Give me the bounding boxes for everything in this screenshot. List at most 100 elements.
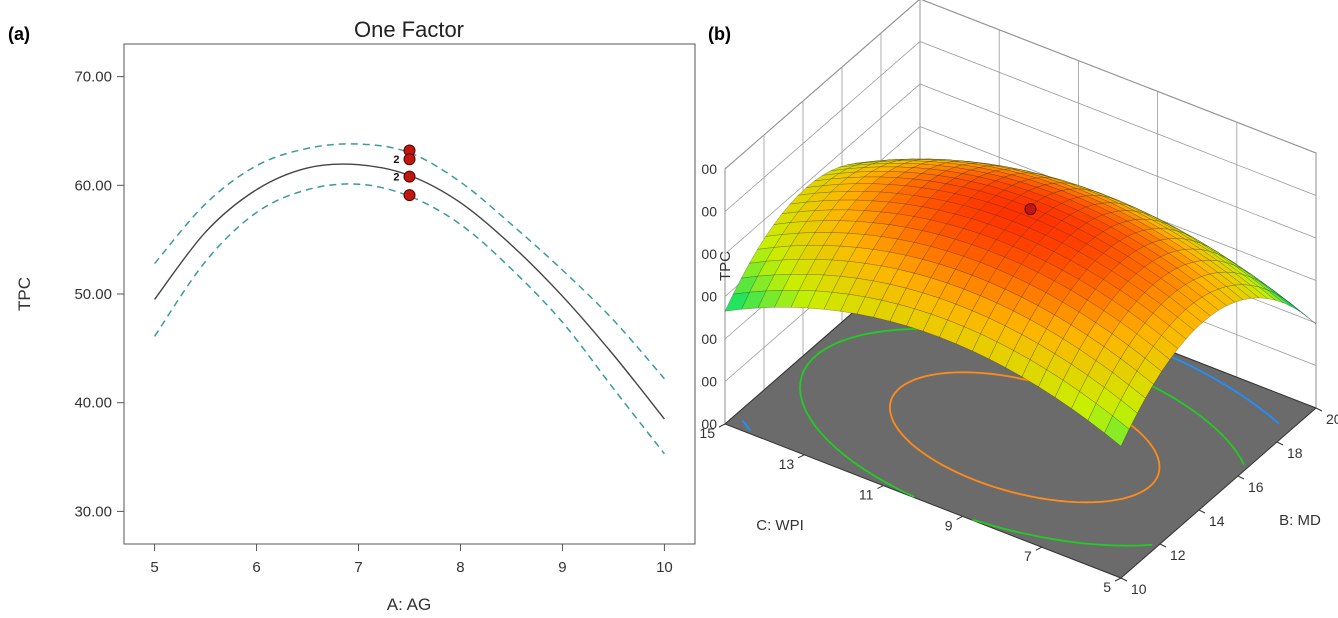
- surface-patch: [1054, 301, 1080, 326]
- x-tick-label: 20: [1326, 411, 1338, 427]
- surface-patch: [1128, 370, 1154, 399]
- z-tick-label: 10.00: [700, 416, 717, 432]
- surface-patch: [978, 173, 1005, 182]
- surface-patch: [1071, 391, 1097, 421]
- surface-patch: [988, 302, 1014, 327]
- surface-patch: [1185, 302, 1211, 323]
- surface-patch: [1225, 284, 1252, 301]
- y-tick: [718, 423, 726, 428]
- surface-patch: [1274, 293, 1300, 312]
- surface-patch: [1152, 256, 1178, 273]
- y-tick-label: 40.00: [74, 395, 112, 412]
- surface-patch: [962, 197, 989, 211]
- design-point: [403, 153, 416, 166]
- x-tick-label: 18: [1287, 445, 1303, 461]
- surface-patch: [913, 230, 940, 247]
- x-tick-label: 9: [558, 559, 566, 576]
- surface-patch: [1104, 415, 1130, 447]
- surface-patch: [987, 195, 1013, 208]
- surface-patch: [988, 341, 1014, 368]
- surface-patch: [972, 333, 998, 360]
- surface-patch: [1044, 192, 1071, 204]
- surface-patch: [1120, 384, 1146, 414]
- surface-patch: [1062, 259, 1088, 280]
- x-tick-label: 8: [456, 559, 464, 576]
- surface-patch: [938, 223, 964, 240]
- surface-patch: [1144, 312, 1170, 336]
- z-tick-label: 40.00: [700, 289, 717, 305]
- y-tick-label: 60.00: [74, 177, 112, 194]
- y-axis-label: TPC: [15, 277, 34, 311]
- y-tick-label: 50.00: [74, 286, 112, 303]
- surface-patch: [1020, 253, 1047, 273]
- y-axis-label-wpi: C: WPI: [756, 517, 804, 534]
- surface-patch: [913, 163, 938, 170]
- surface-patch: [1019, 179, 1046, 188]
- y-tick: [797, 454, 805, 459]
- contour-line: [972, 518, 1153, 547]
- surface-patch: [1258, 286, 1284, 304]
- surface-patch: [1250, 285, 1276, 301]
- surface-patch: [813, 183, 840, 194]
- surface-patch: [938, 201, 964, 215]
- surface-patch: [954, 186, 980, 198]
- y-tick-label: 15: [700, 425, 715, 441]
- surface-patch: [1036, 196, 1063, 209]
- surface-patch: [798, 220, 824, 234]
- surface-patch: [1095, 387, 1122, 417]
- surface-patch: [1119, 256, 1145, 275]
- surface-patch: [1028, 177, 1054, 185]
- surface-patch: [946, 193, 972, 206]
- surface-patch: [1029, 243, 1055, 262]
- surface-patch: [1062, 289, 1088, 313]
- surface-patch: [774, 290, 800, 308]
- x-tick-label: 12: [1170, 547, 1186, 563]
- x-tick: [1315, 407, 1323, 412]
- surface-patch: [1038, 369, 1064, 398]
- surface-patch: [1103, 270, 1129, 291]
- surface-patch: [970, 190, 997, 203]
- surface-patch: [1160, 253, 1186, 269]
- surface-patch: [1176, 249, 1203, 263]
- x-axis-label: A: AG: [387, 595, 431, 614]
- y-tick-label: 30.00: [74, 503, 112, 520]
- surface-patch: [1193, 296, 1219, 317]
- surface-patch: [1054, 379, 1080, 409]
- surface-patch: [980, 281, 1006, 304]
- surface-patch: [946, 213, 972, 229]
- one-factor-chart: One Factor A: AG TPC 5 6 7 8 9 10 30.00 40.00 50…: [15, 17, 696, 614]
- y-tick-label: 11: [859, 487, 874, 503]
- surface-patch: [938, 250, 964, 270]
- surface-patch: [822, 168, 848, 176]
- surface-patch: [1012, 236, 1038, 254]
- surface-patch: [1019, 190, 1046, 202]
- x-tick-label: 16: [1248, 479, 1264, 495]
- x-tick: [1159, 543, 1167, 548]
- point-count-label: 2: [393, 172, 399, 184]
- surface-patch: [953, 173, 980, 182]
- design-point: [403, 170, 416, 183]
- surface-patch: [1003, 168, 1029, 174]
- z-axis-label: TPC: [717, 251, 734, 281]
- surface-patch: [838, 162, 864, 168]
- surface-patch: [1111, 289, 1137, 312]
- surface-patch: [921, 161, 946, 166]
- surface-patch: [978, 185, 1005, 196]
- surface-patch: [1185, 279, 1211, 298]
- x-tick: [1198, 509, 1206, 514]
- surface-patch: [939, 319, 965, 345]
- z-tick-label: 20.00: [700, 374, 717, 390]
- surface-patch: [1152, 304, 1178, 327]
- surface-patch: [1005, 350, 1031, 378]
- surface-patch: [1161, 325, 1187, 350]
- y-tick: [956, 515, 963, 520]
- surface-patch: [1087, 403, 1113, 434]
- surface-patch: [955, 326, 981, 352]
- surface-patch: [971, 261, 997, 283]
- surface-patch: [1234, 272, 1260, 288]
- z-tick-label: 60.00: [700, 204, 717, 220]
- y-tick: [1035, 546, 1043, 551]
- panel-label-b: (b): [708, 24, 731, 44]
- surface-patch: [962, 218, 989, 234]
- surface-patch: [839, 209, 865, 222]
